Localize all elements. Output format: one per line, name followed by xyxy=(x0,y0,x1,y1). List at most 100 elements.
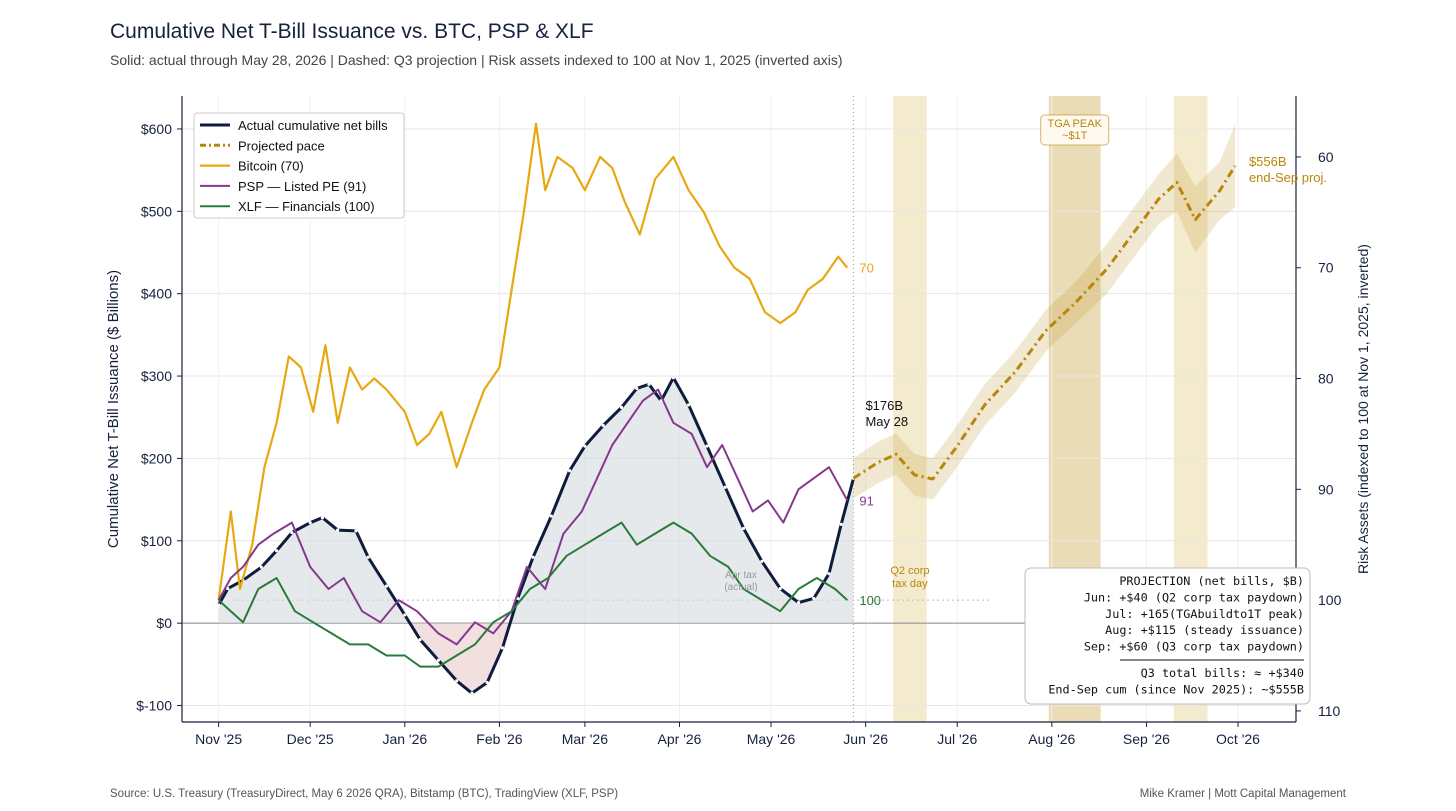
actual-point xyxy=(760,559,764,563)
shaded-span-q2-tax xyxy=(893,96,927,722)
actual-point xyxy=(308,521,312,525)
x-tick-label: Jan '26 xyxy=(382,731,427,747)
legend-label-actual: Actual cumulative net bills xyxy=(238,118,388,133)
actual-point xyxy=(647,382,651,386)
x-tick-label: Dec '25 xyxy=(287,731,334,747)
actual-end-label-line: May 28 xyxy=(865,414,908,429)
x-tick-label: Feb '26 xyxy=(476,731,522,747)
projection-box-line: Jun: +$40 (Q2 corp tax paydown) xyxy=(1084,590,1304,604)
actual-point xyxy=(671,376,675,380)
actual-point xyxy=(320,516,324,520)
actual-point xyxy=(336,528,340,532)
projection-box-line: Aug: +$115 (steady issuance) xyxy=(1105,623,1304,637)
actual-point xyxy=(549,514,553,518)
projected-end-label-line: $556B xyxy=(1249,154,1287,169)
actual-point xyxy=(418,638,422,642)
actual-point xyxy=(455,679,459,683)
y-tick-label: $500 xyxy=(141,203,172,219)
actual-point xyxy=(723,485,727,489)
tga-peak-label: TGA PEAK~$1T xyxy=(1048,118,1103,142)
tga-peak-label-line: ~$1T xyxy=(1062,130,1088,142)
actual-point xyxy=(531,555,535,559)
x-tick-label: May '26 xyxy=(747,731,796,747)
actual-point xyxy=(568,469,572,473)
actual-point xyxy=(778,586,782,591)
x-tick-label: Aug '26 xyxy=(1028,731,1075,747)
actual-point xyxy=(384,584,389,588)
x-tick-label: Jul '26 xyxy=(937,731,977,747)
actual-point xyxy=(290,530,294,535)
chart-subtitle: Solid: actual through May 28, 2026 | Das… xyxy=(110,52,843,68)
actual-point xyxy=(436,658,440,662)
source-note: Source: U.S. Treasury (TreasuryDirect, M… xyxy=(110,788,619,800)
psp-end-label: 91 xyxy=(859,493,873,508)
y2-tick-label: 70 xyxy=(1318,260,1334,276)
actual-point xyxy=(827,572,831,576)
projection-box-line: Q3 total bills: ≈ +$340 xyxy=(1141,666,1304,680)
legend-label-projected: Projected pace xyxy=(238,138,325,153)
actual-point xyxy=(366,555,370,559)
author-credit: Mike Kramer | Mott Capital Management xyxy=(1139,788,1346,800)
projection-box-line: PROJECTION (net bills, $B) xyxy=(1119,574,1304,588)
actual-point xyxy=(601,423,605,428)
actual-point xyxy=(485,680,489,685)
chart-title: Cumulative Net T-Bill Issuance vs. BTC, … xyxy=(110,20,594,43)
series-line-xlf xyxy=(217,521,848,668)
y2-tick-label: 60 xyxy=(1318,149,1334,165)
y-tick-label: $0 xyxy=(156,615,172,631)
actual-point xyxy=(470,691,474,695)
actual-point xyxy=(619,405,624,409)
q2-tax-label-line: Q2 corp xyxy=(890,565,929,577)
legend-box xyxy=(193,112,405,219)
actual-point xyxy=(812,596,816,601)
projection-box-line: End-Sep cum (since Nov 2025): ~$555B xyxy=(1048,682,1304,696)
projection-box-frame xyxy=(1024,567,1311,705)
series-line-bitcoin xyxy=(217,122,849,601)
legend-label-xlf: XLF — Financials (100) xyxy=(238,199,375,214)
projection-box: PROJECTION (net bills, $B) Jun: +$40 (Q2 … xyxy=(1024,567,1311,705)
x-tick-label: Mar '26 xyxy=(562,731,608,747)
projection-box-line: Jul: +165(TGAbuildto1T peak) xyxy=(1105,607,1304,621)
q2-tax-label-line: tax day xyxy=(892,578,928,590)
legend: Actual cumulative net bills Projected pac… xyxy=(193,112,405,219)
apr-tax-label-line: Apr tax xyxy=(725,570,757,581)
tga-peak-box xyxy=(1040,114,1110,146)
x-tick-label: Sep '26 xyxy=(1123,731,1170,747)
y2-axis-label: Risk Assets (indexed to 100 at Nov 1, 20… xyxy=(1355,244,1371,574)
actual-point xyxy=(226,586,230,591)
projection-box-line: Sep: +$60 (Q3 corp tax paydown) xyxy=(1084,640,1304,654)
actual-point xyxy=(741,526,746,531)
series-line-psp xyxy=(217,388,849,646)
y-tick-label: $100 xyxy=(141,533,172,549)
legend-label-bitcoin: Bitcoin (70) xyxy=(238,159,304,174)
actual-end-label-line: $176B xyxy=(865,398,903,413)
y2-tick-label: 90 xyxy=(1318,481,1334,497)
actual-point xyxy=(583,444,587,448)
actual-point xyxy=(635,386,639,391)
actual-point xyxy=(354,529,358,533)
y-tick-label: $200 xyxy=(141,450,172,466)
actual-point xyxy=(839,522,843,526)
x-tick-label: Oct '26 xyxy=(1216,731,1260,747)
y2-tick-label: 80 xyxy=(1318,371,1334,387)
actual-point xyxy=(705,444,709,448)
actual-point xyxy=(500,646,505,650)
btc-end-label: 70 xyxy=(859,261,873,276)
tga-peak-label-line: TGA PEAK xyxy=(1048,118,1103,130)
y-tick-label: $400 xyxy=(141,286,172,302)
y2-tick-label: 100 xyxy=(1318,592,1342,608)
actual-point xyxy=(687,403,691,407)
actual-point xyxy=(259,565,263,569)
apr-tax-label-line: (actual) xyxy=(724,582,757,593)
actual-point xyxy=(275,549,279,553)
y-tick-label: $-100 xyxy=(136,698,172,714)
series-line-projected xyxy=(852,165,1237,481)
actual-point xyxy=(217,603,221,607)
x-tick-label: Nov '25 xyxy=(195,731,242,747)
actual-area-positive xyxy=(218,377,854,624)
x-tick-label: Apr '26 xyxy=(658,731,702,747)
